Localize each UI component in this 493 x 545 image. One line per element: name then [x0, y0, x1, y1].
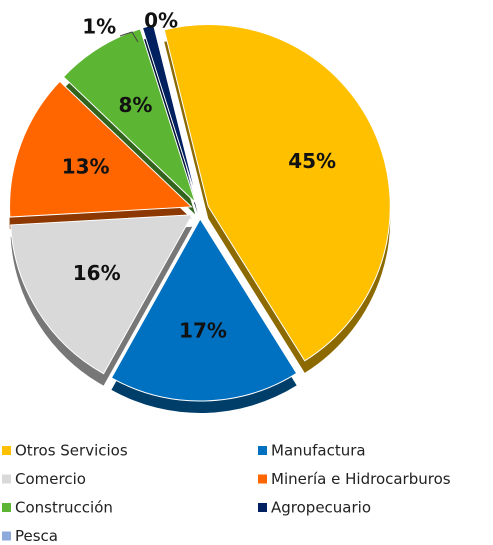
slice — [163, 23, 391, 362]
legend-label: Pesca — [15, 527, 58, 545]
legend-swatch — [2, 474, 11, 484]
data-label: 17% — [179, 318, 227, 342]
legend-swatch — [2, 503, 11, 512]
slice — [153, 23, 199, 202]
legend-label: Agropecuario — [271, 499, 371, 517]
legend-swatch — [258, 503, 267, 512]
data-label: 45% — [288, 149, 336, 173]
data-label: 0% — [144, 9, 178, 33]
legend-label: Comercio — [15, 470, 86, 488]
slice — [62, 28, 196, 203]
slice — [110, 218, 298, 402]
legend-label: Manufactura — [271, 442, 366, 460]
legend-swatch — [2, 446, 11, 455]
legend-swatch — [258, 446, 267, 455]
legend-label: Otros Servicios — [15, 442, 128, 460]
leader-line — [119, 31, 139, 43]
slice — [9, 80, 193, 218]
data-label: 1% — [82, 15, 116, 39]
data-label: 13% — [62, 154, 110, 178]
legend-label: Construcción — [15, 499, 113, 517]
slice — [10, 214, 194, 375]
data-label: 8% — [118, 93, 152, 117]
legend-swatch — [2, 531, 11, 541]
data-label: 16% — [73, 261, 121, 285]
legend-label: Minería e Hidrocarburos — [271, 470, 451, 488]
legend-swatch — [258, 474, 267, 484]
